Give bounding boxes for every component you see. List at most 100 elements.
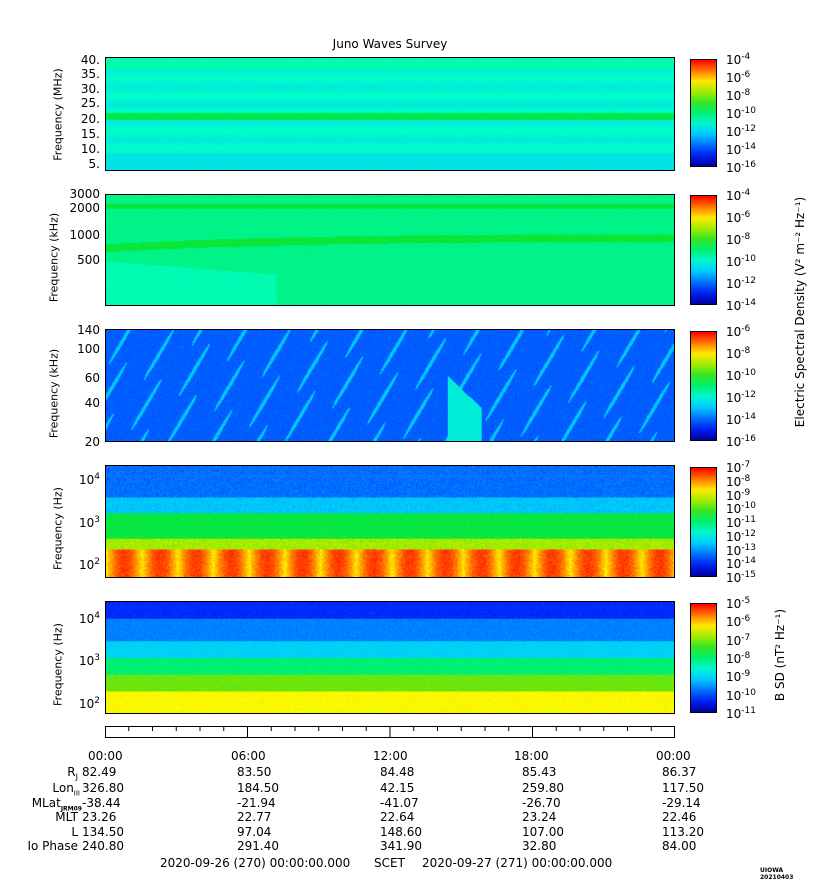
ephem-value: 134.50 xyxy=(82,825,124,839)
tick-label: 3000 xyxy=(69,187,100,201)
colorbar-tick-label: 10-15 xyxy=(726,570,756,585)
ephem-value: 22.77 xyxy=(237,810,272,824)
ephem-value: 32.80 xyxy=(522,839,557,853)
time-tick-label: 00:00 xyxy=(656,749,691,763)
tick-label: 30. xyxy=(80,82,100,96)
tick-label: 25. xyxy=(80,96,100,110)
tick-label: 40 xyxy=(84,396,100,410)
spectrogram-panel-khz-high xyxy=(105,194,675,306)
ephem-label-io-phase: Io Phase xyxy=(27,839,78,853)
colorbar-tick-label: 10-10 xyxy=(726,254,756,269)
colorbar-tick-label: 10-10 xyxy=(726,106,756,121)
magnetic-colorbar-title: B SD (nT² Hz⁻¹) xyxy=(773,608,787,702)
ephem-value: 148.60 xyxy=(380,825,422,839)
footer-start-time: 2020-09-26 (270) 00:00:00.000 xyxy=(160,856,351,870)
tick-label: 40. xyxy=(80,53,100,67)
colorbar-tick-label: 10-4 xyxy=(726,188,751,203)
ephem-value: 22.64 xyxy=(380,810,415,824)
colorbar-tick-label: 10-16 xyxy=(726,434,756,449)
colorbar-tick-label: 10-11 xyxy=(726,706,756,721)
ephem-value: 23.24 xyxy=(522,810,557,824)
spectrogram-panel-hz-electric xyxy=(105,465,675,578)
ephem-value: 113.20 xyxy=(662,825,704,839)
tick-label: 100 xyxy=(77,342,100,356)
ephem-label-mlt: MLT xyxy=(55,810,78,824)
colorbar-tick-label: 10-14 xyxy=(726,142,756,157)
tick-label: 20. xyxy=(80,112,100,126)
tick-label: 20 xyxy=(84,435,100,449)
time-axis-ticks xyxy=(105,726,675,738)
ephem-value: 84.48 xyxy=(380,765,415,779)
colorbar-tick-label: 10-13 xyxy=(726,542,756,558)
colorbar-tick-label: 10-6 xyxy=(726,70,751,85)
spectrogram-mhz xyxy=(106,58,674,170)
ephem-value: -38.44 xyxy=(82,796,121,810)
colorbar-tick-label: 10-7 xyxy=(726,460,751,475)
colorbar-tick-label: 10-8 xyxy=(726,232,751,247)
colorbar-tick-label: 10-10 xyxy=(726,687,756,703)
colorbar-tick-label: 10-8 xyxy=(726,651,751,666)
colorbar-tick-label: 10-6 xyxy=(726,324,751,339)
colorbar-tick-label: 10-9 xyxy=(726,487,751,503)
ephem-value: 86.37 xyxy=(662,765,697,779)
ephem-label-l: L xyxy=(71,825,78,839)
ephem-label-rj: RJ xyxy=(67,765,78,782)
colorbar-tick-label: 10-8 xyxy=(726,473,751,489)
ephem-value: -21.94 xyxy=(237,796,276,810)
spectrogram-panel-hz-magnetic xyxy=(105,601,675,714)
colorbar-tick-label: 10-8 xyxy=(726,346,751,361)
ephem-value: -29.14 xyxy=(662,796,701,810)
ephem-value: -26.70 xyxy=(522,796,561,810)
colorbar-tick-label: 10-10 xyxy=(726,501,756,517)
ephem-value: 42.15 xyxy=(380,781,415,795)
ephem-value: 22.46 xyxy=(662,810,697,824)
ephem-value: 117.50 xyxy=(662,781,704,795)
spectrogram-panel-mhz xyxy=(105,57,675,171)
ephem-value: 85.43 xyxy=(522,765,557,779)
colorbar-tick-label: 10-6 xyxy=(726,210,751,225)
colorbar-tick-label: 10-14 xyxy=(726,412,756,427)
colorbar-tick-label: 10-14 xyxy=(726,556,756,572)
ephem-value: 82.49 xyxy=(82,765,117,779)
tick-label: 140 xyxy=(77,323,100,337)
ephem-value: -41.07 xyxy=(380,796,419,810)
spectrogram-hz-electric xyxy=(106,466,674,577)
tick-label: 500 xyxy=(77,253,100,267)
chart-title: Juno Waves Survey xyxy=(332,37,448,51)
ephem-value: 83.50 xyxy=(237,765,272,779)
tick-label: 1000 xyxy=(69,228,100,242)
electric-colorbar-title: Electric Spectral Density (V² m⁻² Hz⁻¹) xyxy=(793,196,807,428)
colorbar-panel3 xyxy=(690,331,717,441)
footer-end-time: 2020-09-27 (271) 00:00:00.000 xyxy=(422,856,613,870)
time-tick-label: 12:00 xyxy=(373,749,408,763)
ephem-value: 23.26 xyxy=(82,810,117,824)
panel3-ylabel: Frequency (kHz) xyxy=(47,348,61,439)
ephem-value: 107.00 xyxy=(522,825,564,839)
time-tick-label: 06:00 xyxy=(231,749,266,763)
tick-label: 102 xyxy=(78,696,100,711)
colorbar-tick-label: 10-12 xyxy=(726,528,756,544)
ephem-value: 240.80 xyxy=(82,839,124,853)
tick-label: 35. xyxy=(80,67,100,81)
stamp: UIOWA 20210403 xyxy=(760,867,794,881)
tick-label: 104 xyxy=(78,611,100,626)
spectrogram-khz-low xyxy=(106,330,674,441)
spectrogram-khz-high xyxy=(106,195,674,305)
ephem-value: 259.80 xyxy=(522,781,564,795)
colorbar-tick-label: 10-14 xyxy=(726,298,756,313)
colorbar-tick-label: 10-6 xyxy=(726,614,751,630)
ephem-value: 184.50 xyxy=(237,781,279,795)
tick-label: 5. xyxy=(88,157,100,171)
ephem-label-mlat: MLatJRM09 xyxy=(31,796,82,813)
time-tick-label: 18:00 xyxy=(514,749,549,763)
colorbar-tick-label: 10-5 xyxy=(726,596,751,611)
colorbar-panel1 xyxy=(690,59,717,167)
ephem-value: 84.00 xyxy=(662,839,697,853)
ephem-value: 291.40 xyxy=(237,839,279,853)
colorbar-panel5 xyxy=(690,603,717,713)
colorbar-tick-label: 10-10 xyxy=(726,368,756,383)
colorbar-tick-label: 10-12 xyxy=(726,276,756,291)
ephem-value: 326.80 xyxy=(82,781,124,795)
tick-label: 104 xyxy=(78,472,100,487)
colorbar-panel2 xyxy=(690,195,717,305)
